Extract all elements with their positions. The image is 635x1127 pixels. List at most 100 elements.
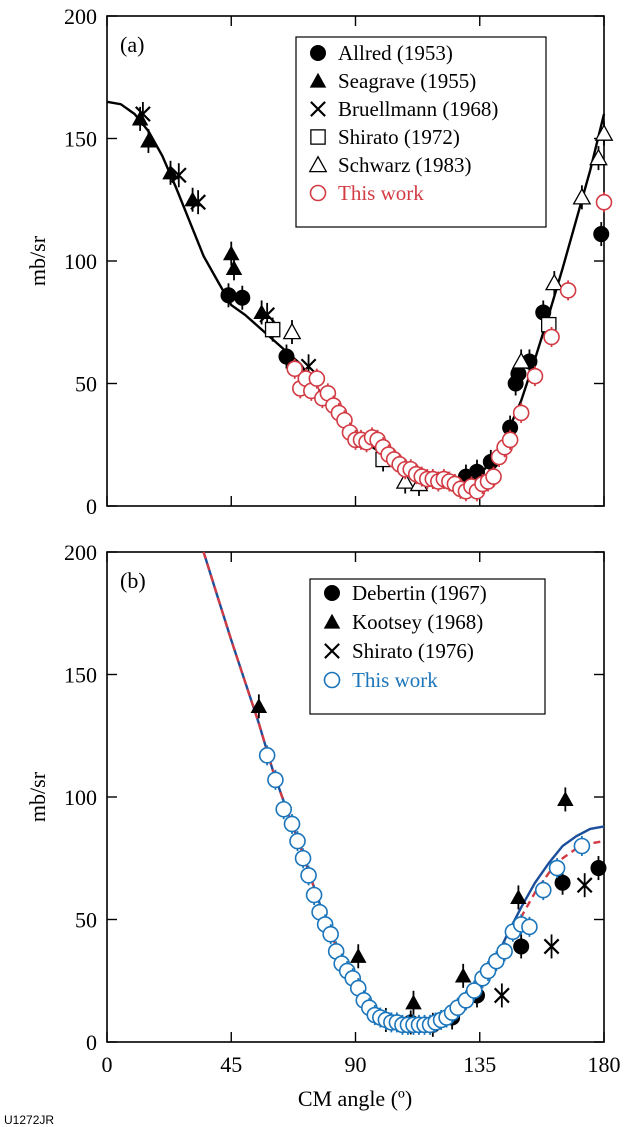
data-point (395, 471, 415, 489)
data-point (557, 791, 574, 807)
legend-entry: Schwarz (1983) (338, 153, 472, 177)
y-tick-label: 50 (75, 908, 97, 933)
x-tick-labels-b: 0 45 90 135 180 (102, 1052, 621, 1077)
legend-entry: Shirato (1972) (338, 125, 460, 149)
data-point (576, 877, 593, 894)
y-tick-labels-a: 0 50 100 150 200 (64, 4, 97, 519)
y-tick-label: 50 (75, 372, 97, 397)
data-point (264, 321, 281, 338)
data-point (275, 800, 293, 818)
data-point (589, 148, 608, 166)
marks-a (131, 102, 614, 502)
legend-entry: Allred (1953) (338, 41, 453, 65)
legend-marker (309, 72, 327, 88)
y-tick-label: 150 (64, 127, 97, 152)
data-point (559, 282, 577, 299)
legend-marker (323, 613, 341, 629)
y-ticks-b (107, 551, 604, 1043)
legend-marker (310, 101, 326, 117)
x-ticks-b (106, 552, 605, 1042)
legend-entry: Debertin (1967) (352, 581, 487, 605)
data-point (594, 124, 614, 141)
data-point (283, 815, 301, 833)
data-point (258, 747, 276, 764)
data-point (286, 360, 304, 378)
legend-marker (324, 585, 340, 601)
panel-label-b: (b) (120, 568, 146, 593)
y-tick-label: 100 (64, 785, 97, 810)
data-point (595, 193, 613, 211)
data-point (278, 348, 295, 365)
data-point (294, 849, 312, 867)
legend-frame-b (309, 578, 546, 715)
data-point (170, 167, 187, 184)
figure-id-tag: U1272JR (4, 1113, 54, 1127)
data-point (485, 468, 502, 485)
data-point (134, 106, 151, 122)
legend-b: Debertin (1967) Kootsey (1968) Shirato (19… (309, 578, 546, 715)
marks-b (250, 694, 607, 1037)
data-point (590, 860, 607, 877)
data-point (308, 370, 326, 387)
data-point (534, 881, 552, 899)
legend-entry: Bruellmann (1968) (338, 97, 498, 121)
data-point (521, 918, 538, 936)
data-point (405, 994, 422, 1010)
legend-entry: Kootsey (1968) (352, 610, 483, 634)
legend-marker (324, 643, 340, 659)
data-point (225, 260, 243, 275)
data-point (300, 867, 317, 884)
data-point (526, 367, 544, 385)
legend-marker (310, 45, 326, 61)
data-point (513, 938, 530, 955)
x-tick-label: 90 (345, 1052, 367, 1077)
legend-entry: This work (338, 181, 424, 205)
data-point (322, 925, 339, 943)
legend-a: Allred (1953) Seagrave (1955) Bruellmann (… (295, 36, 547, 228)
data-point (140, 132, 157, 148)
legend-marker (309, 184, 327, 202)
legend-frame-a (295, 36, 547, 228)
data-point (190, 194, 207, 211)
data-point (554, 874, 571, 891)
x-tick-label: 45 (220, 1052, 242, 1077)
panel-a: 0 50 100 150 200 mb/sr (a) Allred (1953) Seag… (25, 4, 614, 519)
data-point (548, 859, 566, 877)
legend-entry: This work (352, 668, 438, 692)
data-point (250, 698, 268, 713)
data-point (282, 322, 302, 340)
data-point (543, 938, 560, 955)
x-tick-label: 180 (588, 1052, 621, 1077)
x-tick-label: 135 (463, 1052, 496, 1077)
legend-marker (308, 155, 328, 173)
legend-entry: Seagrave (1955) (338, 69, 476, 93)
data-point (162, 164, 179, 180)
y-tick-label: 200 (64, 4, 97, 29)
y-tick-label: 200 (64, 540, 97, 565)
data-point (350, 948, 367, 963)
data-point (493, 987, 510, 1004)
data-point (465, 982, 483, 999)
data-point (543, 328, 560, 346)
data-point (573, 837, 591, 855)
panel-label-a: (a) (120, 32, 144, 57)
y-tick-label: 150 (64, 663, 97, 688)
legend-entry: Shirato (1976) (352, 639, 474, 663)
data-point (234, 289, 251, 306)
data-point (544, 273, 564, 291)
data-point (305, 886, 323, 904)
data-point (512, 404, 530, 422)
data-point (510, 889, 527, 905)
y-tick-label: 100 (64, 249, 97, 274)
data-point (220, 287, 237, 304)
data-point (496, 943, 513, 960)
data-point (267, 771, 284, 789)
data-point (593, 226, 610, 243)
data-point (223, 245, 240, 261)
data-point (289, 832, 306, 850)
data-point (501, 431, 519, 449)
data-point (454, 967, 472, 983)
data-point (572, 187, 592, 205)
y-axis-title-b: mb/sr (25, 771, 50, 822)
